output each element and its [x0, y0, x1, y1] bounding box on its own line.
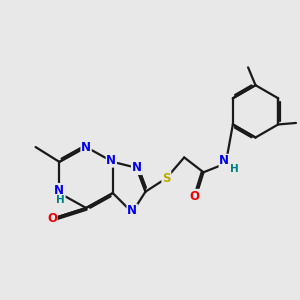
Text: N: N [54, 184, 64, 196]
Text: N: N [219, 154, 229, 167]
Text: N: N [127, 204, 137, 218]
Text: N: N [81, 140, 91, 154]
Text: O: O [190, 190, 200, 202]
Text: H: H [56, 195, 65, 205]
Text: O: O [47, 212, 57, 225]
Text: N: N [106, 154, 116, 167]
Text: H: H [230, 164, 239, 174]
Text: N: N [132, 161, 142, 174]
Text: S: S [162, 172, 171, 185]
